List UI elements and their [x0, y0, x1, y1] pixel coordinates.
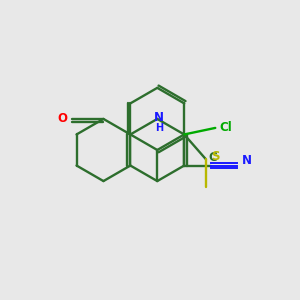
Text: N: N [242, 154, 252, 167]
Text: S: S [211, 150, 219, 163]
Text: C: C [208, 151, 217, 164]
Text: O: O [58, 112, 68, 125]
Text: H: H [155, 123, 163, 133]
Text: Cl: Cl [219, 122, 232, 134]
Text: N: N [154, 111, 164, 124]
